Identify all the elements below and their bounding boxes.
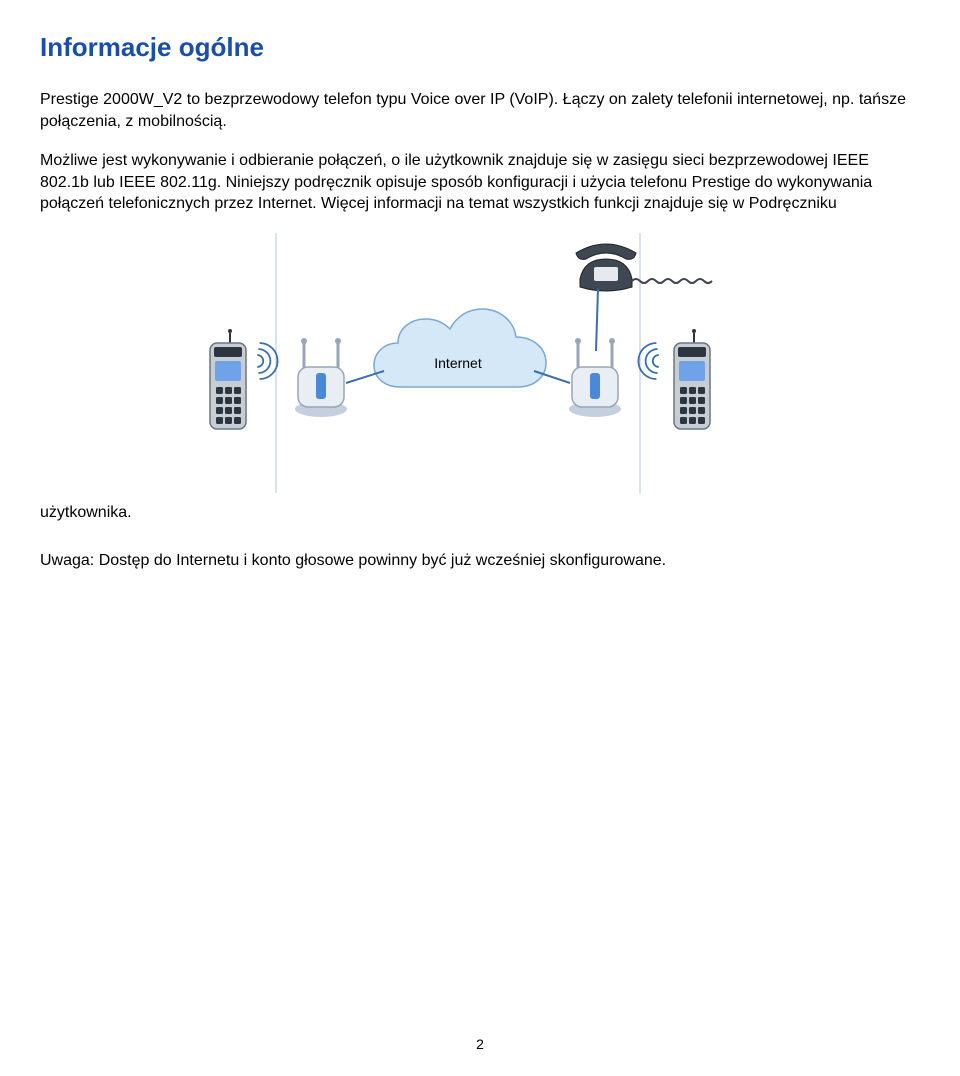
diagram-svg: Internet xyxy=(188,233,728,493)
handbook-continuation: użytkownika. xyxy=(40,502,920,524)
svg-text:Internet: Internet xyxy=(434,355,482,371)
note-paragraph: Uwaga: Dostęp do Internetu i konto głoso… xyxy=(40,550,920,572)
paragraph-intro: Prestige 2000W_V2 to bezprzewodowy telef… xyxy=(40,89,920,132)
paragraph-usage: Możliwe jest wykonywanie i odbieranie po… xyxy=(40,150,920,215)
page-title: Informacje ogólne xyxy=(40,32,920,63)
page-number: 2 xyxy=(0,1036,960,1052)
network-diagram: Internet xyxy=(188,233,728,498)
